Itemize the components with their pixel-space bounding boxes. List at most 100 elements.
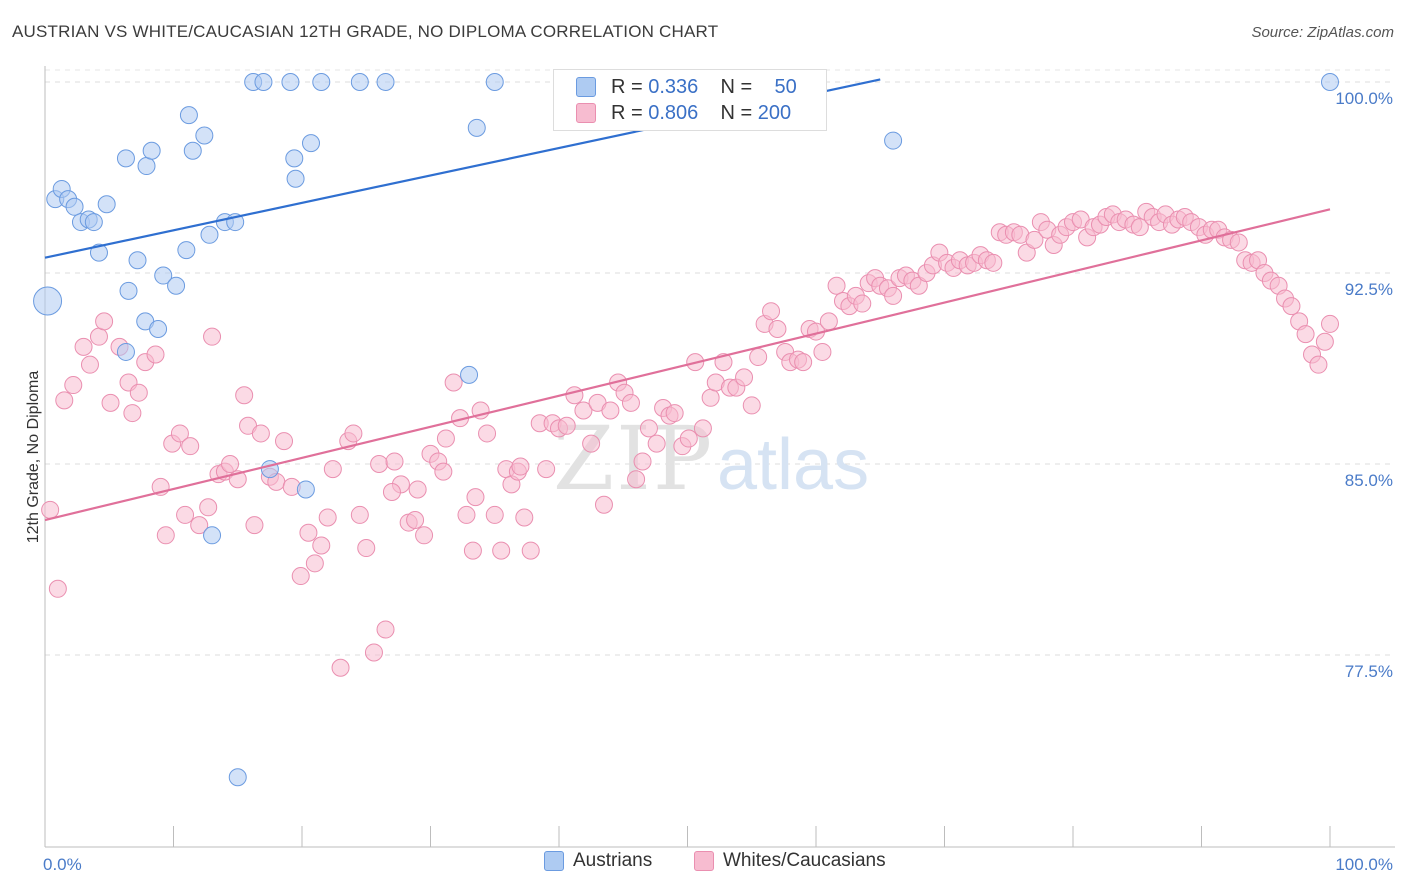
austrians-point — [154, 266, 173, 285]
axes — [44, 66, 1395, 848]
legend-item-austrians[interactable]: Austrians — [544, 850, 652, 872]
whites-point — [466, 488, 485, 507]
whites-point — [331, 658, 350, 677]
whites-point — [701, 388, 720, 407]
whites-point — [318, 508, 337, 527]
whites-point — [827, 276, 846, 295]
whites-point — [235, 386, 254, 405]
whites-point — [370, 455, 389, 473]
whites-point — [492, 541, 511, 560]
whites-point — [291, 567, 310, 586]
r-label: R = — [611, 102, 649, 124]
y-tick-label: 100.0% — [1335, 89, 1393, 108]
austrians-point — [485, 73, 504, 91]
whites-point — [245, 516, 264, 535]
whites-point — [55, 391, 74, 410]
whites-point — [735, 368, 754, 387]
whites-point — [463, 541, 482, 560]
whites-point — [344, 424, 363, 443]
austrians-point — [376, 73, 395, 91]
austrians-swatch — [576, 77, 596, 97]
legend-item-whites[interactable]: Whites/Caucasians — [694, 850, 886, 872]
austrians-point — [286, 169, 305, 188]
whites-point — [129, 383, 148, 402]
whites-point — [794, 353, 813, 372]
y-tick-label: 85.0% — [1345, 471, 1393, 490]
whites-point — [521, 541, 540, 560]
whites-point — [679, 429, 698, 448]
whites-point — [434, 462, 453, 481]
whites-point — [749, 348, 768, 367]
whites-point — [633, 452, 652, 471]
austrians-point — [200, 225, 219, 244]
austrians-point — [149, 320, 168, 339]
austrians-point — [167, 276, 186, 295]
whites-point — [74, 337, 93, 356]
whites-point — [101, 393, 120, 412]
austrians-point — [1321, 73, 1339, 91]
whites-point — [221, 455, 240, 473]
whites-point — [582, 434, 601, 453]
whites-point — [357, 539, 376, 558]
austrians-point — [128, 251, 147, 270]
austrians-point — [177, 241, 196, 260]
whites-point — [1309, 355, 1328, 374]
whites-point — [406, 511, 425, 530]
austrians-point — [350, 73, 369, 91]
bottom-legend: Austrians Whites/Caucasians — [0, 850, 1406, 880]
whites-point — [1321, 314, 1339, 333]
austrians-point — [281, 73, 300, 91]
whites-point — [203, 327, 222, 346]
whites-point — [819, 312, 838, 331]
whites-points — [41, 202, 1339, 677]
whites-point — [190, 516, 209, 535]
whites-point — [80, 355, 99, 374]
whites-point — [601, 401, 620, 420]
legend-label-whites: Whites/Caucasians — [723, 850, 886, 871]
whites-point — [382, 483, 401, 502]
austrians-point — [97, 195, 116, 214]
whites-point — [665, 404, 684, 423]
stats-legend: R = 0.336 N = 50 R = 0.806 N = 200 — [553, 69, 827, 131]
whites-point — [199, 498, 218, 517]
whites-point — [95, 312, 114, 331]
whites-point — [156, 526, 175, 545]
austrians-point — [116, 149, 135, 168]
whites-swatch — [576, 103, 596, 123]
whites-point — [48, 579, 67, 598]
n-label: N = — [720, 102, 758, 124]
whites-point — [64, 376, 83, 395]
whites-point — [350, 505, 369, 524]
whites-point — [884, 286, 903, 305]
austrians-point — [285, 149, 304, 168]
austrians-point — [65, 197, 84, 216]
legend-label-austrians: Austrians — [573, 850, 653, 871]
austrians-point — [142, 141, 161, 160]
whites-point — [1296, 325, 1315, 344]
whites-point — [1282, 297, 1301, 316]
austrians-legend-swatch — [544, 851, 564, 871]
whites-point — [594, 495, 613, 514]
whites-point — [41, 500, 60, 519]
whites-point — [457, 505, 476, 524]
x-tick-label: 100.0% — [1335, 855, 1393, 874]
austrians-point — [33, 286, 63, 316]
y-tick-label: 92.5% — [1345, 280, 1393, 299]
austrians-point — [119, 281, 138, 300]
whites-point — [515, 508, 534, 527]
n-value-austrians: 50 — [774, 76, 797, 98]
whites-point — [415, 526, 434, 545]
whites-legend-swatch — [694, 851, 714, 871]
whites-point — [176, 505, 195, 524]
whites-point — [762, 302, 781, 321]
austrians-point — [467, 118, 486, 137]
whites-point — [537, 460, 556, 479]
x-tick-label: 0.0% — [43, 855, 82, 874]
whites-point — [639, 419, 658, 438]
whites-point — [436, 429, 455, 448]
whites-point — [984, 253, 1003, 272]
whites-point — [275, 432, 294, 451]
whites-point — [1315, 332, 1334, 351]
r-value-whites: 0.806 — [648, 102, 699, 124]
